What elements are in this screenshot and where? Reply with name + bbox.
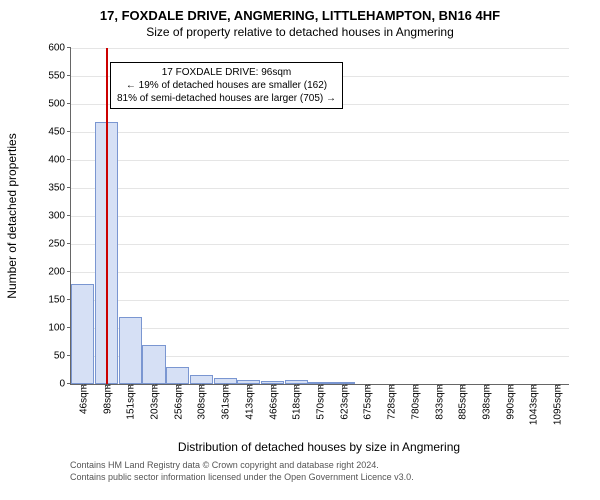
- x-tick-label: 466sqm: [266, 384, 279, 420]
- footer-line1: Contains HM Land Registry data © Crown c…: [70, 460, 414, 472]
- x-tick-label: 623sqm: [337, 384, 350, 420]
- y-tick-label: 300: [48, 211, 71, 222]
- grid-line: [71, 272, 569, 273]
- y-tick-mark: [67, 131, 71, 132]
- grid-line: [71, 328, 569, 329]
- y-tick-mark: [67, 103, 71, 104]
- x-tick-mark: [391, 384, 392, 388]
- x-tick-mark: [83, 384, 84, 388]
- page-subtitle: Size of property relative to detached ho…: [0, 23, 600, 39]
- x-tick-label: 256sqm: [171, 384, 184, 420]
- x-tick-mark: [178, 384, 179, 388]
- grid-line: [71, 300, 569, 301]
- x-tick-label: 151sqm: [124, 384, 137, 420]
- x-tick-label: 518sqm: [290, 384, 303, 420]
- x-tick-mark: [107, 384, 108, 388]
- y-tick-label: 200: [48, 267, 71, 278]
- histogram-bar: [142, 345, 165, 384]
- grid-line: [71, 160, 569, 161]
- y-tick-label: 50: [54, 351, 71, 362]
- x-tick-mark: [415, 384, 416, 388]
- x-tick-label: 308sqm: [195, 384, 208, 420]
- annotation-line1: 17 FOXDALE DRIVE: 96sqm: [117, 66, 336, 79]
- y-axis-label: Number of detached properties: [5, 133, 19, 298]
- x-tick-mark: [201, 384, 202, 388]
- grid-line: [71, 48, 569, 49]
- histogram-bar: [71, 284, 94, 384]
- x-tick-mark: [367, 384, 368, 388]
- x-tick-mark: [130, 384, 131, 388]
- x-tick-mark: [344, 384, 345, 388]
- x-tick-label: 885sqm: [456, 384, 469, 420]
- x-tick-label: 1043sqm: [527, 384, 540, 425]
- y-tick-mark: [67, 75, 71, 76]
- x-tick-label: 46sqm: [76, 384, 89, 414]
- x-tick-label: 990sqm: [503, 384, 516, 420]
- annotation-box: 17 FOXDALE DRIVE: 96sqm ← 19% of detache…: [110, 62, 343, 109]
- annotation-line3: 81% of semi-detached houses are larger (…: [117, 92, 336, 105]
- grid-line: [71, 188, 569, 189]
- x-tick-mark: [510, 384, 511, 388]
- x-tick-label: 1095sqm: [551, 384, 564, 425]
- grid-line: [71, 244, 569, 245]
- y-tick-label: 350: [48, 183, 71, 194]
- x-tick-mark: [462, 384, 463, 388]
- x-axis-label: Distribution of detached houses by size …: [70, 440, 568, 454]
- x-tick-label: 780sqm: [408, 384, 421, 420]
- marker-line: [106, 48, 108, 384]
- x-tick-mark: [154, 384, 155, 388]
- x-tick-label: 938sqm: [480, 384, 493, 420]
- histogram-bar: [119, 317, 142, 384]
- footer-text: Contains HM Land Registry data © Crown c…: [70, 460, 414, 483]
- y-tick-label: 100: [48, 323, 71, 334]
- x-tick-label: 728sqm: [385, 384, 398, 420]
- y-tick-mark: [67, 271, 71, 272]
- x-tick-mark: [439, 384, 440, 388]
- page-title: 17, FOXDALE DRIVE, ANGMERING, LITTLEHAMP…: [0, 0, 600, 23]
- y-tick-label: 600: [48, 43, 71, 54]
- y-tick-label: 250: [48, 239, 71, 250]
- x-tick-mark: [533, 384, 534, 388]
- y-tick-label: 0: [59, 379, 71, 390]
- x-tick-label: 570sqm: [314, 384, 327, 420]
- x-tick-label: 833sqm: [432, 384, 445, 420]
- x-tick-mark: [486, 384, 487, 388]
- y-tick-mark: [67, 187, 71, 188]
- y-tick-label: 500: [48, 99, 71, 110]
- x-tick-mark: [273, 384, 274, 388]
- grid-line: [71, 132, 569, 133]
- x-tick-mark: [320, 384, 321, 388]
- y-tick-mark: [67, 215, 71, 216]
- x-tick-mark: [557, 384, 558, 388]
- x-tick-mark: [225, 384, 226, 388]
- chart-container: 17, FOXDALE DRIVE, ANGMERING, LITTLEHAMP…: [0, 0, 600, 500]
- y-tick-label: 550: [48, 71, 71, 82]
- x-tick-label: 361sqm: [219, 384, 232, 420]
- y-tick-label: 450: [48, 127, 71, 138]
- histogram-bar: [190, 375, 213, 384]
- y-tick-mark: [67, 243, 71, 244]
- x-tick-label: 98sqm: [100, 384, 113, 414]
- histogram-bar: [166, 367, 189, 384]
- y-tick-label: 150: [48, 295, 71, 306]
- grid-line: [71, 216, 569, 217]
- x-tick-mark: [296, 384, 297, 388]
- y-tick-mark: [67, 159, 71, 160]
- x-tick-mark: [249, 384, 250, 388]
- x-tick-label: 203sqm: [148, 384, 161, 420]
- y-tick-mark: [67, 47, 71, 48]
- annotation-line2: ← 19% of detached houses are smaller (16…: [117, 79, 336, 92]
- x-tick-label: 413sqm: [242, 384, 255, 420]
- y-tick-label: 400: [48, 155, 71, 166]
- footer-line2: Contains public sector information licen…: [70, 472, 414, 484]
- x-tick-label: 675sqm: [361, 384, 374, 420]
